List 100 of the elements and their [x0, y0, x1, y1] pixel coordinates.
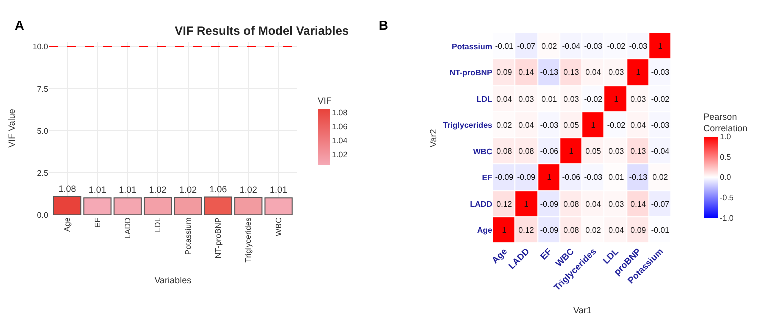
data-label: -0.01 — [651, 226, 670, 236]
data-label: 0.02 — [542, 42, 558, 52]
data-label: -0.13 — [540, 68, 560, 78]
data-label: 0.02 — [652, 173, 669, 182]
text: B — [379, 18, 388, 33]
data-label: -0.07 — [651, 200, 670, 210]
data-label: 1 — [591, 121, 596, 130]
x-tick-label: Age — [63, 217, 72, 232]
x-tick-label: NT-proBNP — [214, 218, 224, 259]
data-label: 0.14 — [518, 68, 535, 78]
color-bar-label: 1.0 — [720, 132, 732, 142]
data-label: 0.13 — [630, 147, 647, 156]
color-bar-label: -0.5 — [720, 193, 734, 202]
color-bar-label: -1.0 — [720, 214, 734, 223]
data-label: 0.09 — [630, 226, 647, 236]
data-label: 1.06 — [210, 184, 228, 194]
data-label: -0.04 — [562, 42, 582, 52]
data-label: -0.03 — [651, 68, 670, 78]
data-label: -0.02 — [607, 42, 626, 52]
data-label: 0.12 — [496, 200, 513, 210]
text: A — [15, 18, 25, 33]
y-tick-label: 5.0 — [37, 126, 49, 136]
data-label: 0.08 — [564, 200, 580, 210]
color-bar-label: 0.0 — [720, 173, 732, 182]
data-label: 0.05 — [564, 121, 580, 130]
color-bar-title: VIF — [318, 96, 332, 106]
data-label: 1.02 — [240, 184, 258, 195]
data-label: 0.04 — [586, 200, 602, 210]
data-label: 0.05 — [586, 147, 602, 156]
x-tick-label: Triglycerides — [244, 218, 254, 263]
data-label: 1 — [658, 42, 664, 52]
data-label: 0.04 — [496, 95, 513, 104]
data-label: -0.02 — [584, 95, 604, 104]
data-label: 1 — [502, 226, 508, 236]
data-label: 1.02 — [179, 184, 198, 195]
data-label: -0.13 — [629, 173, 648, 182]
data-label: 0.03 — [608, 147, 625, 156]
data-label: -0.03 — [584, 173, 604, 182]
y-tick-label: 10.0 — [32, 42, 49, 52]
data-label: -0.09 — [540, 200, 560, 210]
x-tick-label: EF — [538, 246, 554, 262]
y-tick-label: LADD — [470, 200, 493, 209]
data-label: 1 — [547, 173, 552, 182]
y-axis-title: VIF Value — [7, 109, 18, 148]
x-tick-label: LDL — [154, 217, 163, 232]
data-label: 1.01 — [119, 185, 137, 196]
x-axis-title: Var1 — [573, 306, 592, 316]
data-label: 0.14 — [630, 200, 647, 210]
data-label: -0.06 — [562, 173, 582, 182]
data-label: -0.04 — [651, 147, 670, 156]
data-label: 0.03 — [608, 68, 625, 78]
data-label: 0.08 — [564, 226, 580, 236]
color-bar-label: 1.06 — [332, 122, 348, 132]
data-label: -0.01 — [495, 42, 514, 52]
y-tick-label: 0.0 — [37, 210, 49, 220]
y-tick-label: WBC — [473, 147, 493, 156]
y-tick-label: Triglycerides — [443, 121, 494, 130]
y-tick-label: LDL — [476, 94, 493, 104]
data-label: -0.06 — [540, 147, 560, 156]
data-label: 0.04 — [608, 226, 625, 236]
data-label: -0.03 — [651, 121, 670, 130]
data-label: 0.01 — [542, 95, 558, 104]
x-tick-label: LADD — [123, 218, 132, 240]
data-label: 1 — [614, 95, 620, 104]
data-label: -0.02 — [607, 121, 626, 130]
color-bar-label: 0.5 — [720, 152, 732, 162]
y-tick-label: NT-proBNP — [450, 68, 494, 78]
data-label: -0.09 — [540, 226, 560, 236]
data-label: 0.02 — [586, 226, 602, 236]
data-label: 1.01 — [270, 185, 288, 196]
x-tick-label: Potassium — [184, 217, 193, 256]
data-label: 0.04 — [630, 121, 647, 130]
data-label: 0.09 — [496, 68, 513, 78]
data-label: 1 — [524, 200, 530, 210]
x-tick-label: EF — [93, 218, 102, 228]
data-label: -0.03 — [629, 42, 648, 52]
y-tick-label: 7.5 — [37, 84, 49, 94]
data-label: 0.13 — [564, 68, 580, 78]
data-label: 1 — [569, 147, 574, 156]
y-tick-label: EF — [482, 174, 493, 183]
data-label: -0.03 — [584, 42, 604, 52]
data-label: 0.03 — [608, 200, 625, 210]
data-label: 0.08 — [496, 147, 513, 156]
data-label: 1.02 — [149, 184, 167, 195]
data-label: 0.02 — [496, 121, 513, 130]
data-label: -0.02 — [651, 95, 670, 104]
x-axis-title: Variables — [154, 276, 192, 286]
data-label: 0.04 — [518, 121, 535, 130]
data-label: 0.03 — [518, 95, 535, 104]
data-label: 0.01 — [608, 173, 625, 182]
data-label: -0.09 — [517, 173, 536, 182]
y-axis-title: Var2 — [428, 129, 438, 148]
data-label: 0.12 — [518, 226, 535, 236]
y-tick-label: Potassium — [452, 42, 492, 52]
color-bar-title: Pearson Correlation — [704, 112, 748, 134]
data-label: -0.03 — [540, 121, 560, 130]
data-label: 1.08 — [58, 184, 76, 194]
color-bar-label: 1.02 — [332, 150, 348, 160]
data-label: 0.03 — [630, 95, 647, 104]
data-label: 0.04 — [586, 68, 602, 78]
